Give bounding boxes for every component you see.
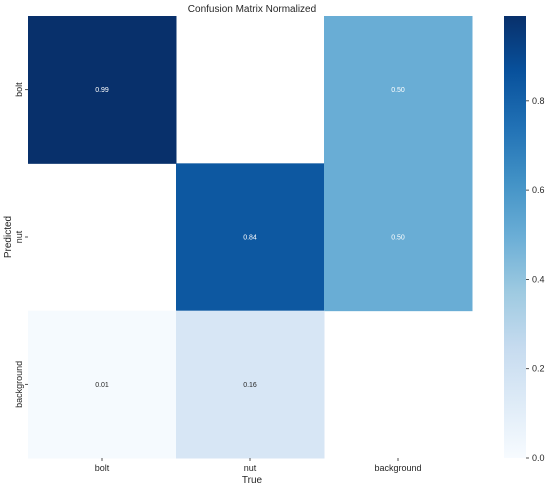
cell-value-labels: 0.99 0.50 0.84 0.50 0.01 0.16: [95, 87, 405, 389]
heatmap-cell-background-nut: [176, 310, 325, 459]
cell-value-label: 0.84: [243, 235, 257, 242]
heatmap-cell-nut-nut: [176, 163, 325, 312]
heatmap-cell-nut-background: [324, 163, 473, 312]
heatmap-cell-background-bolt: [28, 310, 177, 459]
heatmap-cell-bolt-background: [324, 16, 473, 164]
colorbar-tick-label: 0.0: [532, 453, 545, 463]
cell-value-label: 0.99: [95, 87, 109, 94]
colorbar-tick-label: 0.2: [532, 364, 545, 374]
x-axis-tick-labels: bolt nut background: [95, 458, 422, 473]
chart-title: Confusion Matrix Normalized: [188, 4, 316, 15]
colorbar-tick-label: 0.4: [532, 274, 545, 284]
colorbar-gradient: [504, 16, 526, 458]
x-tick-label: bolt: [95, 463, 110, 473]
y-tick-label: bolt: [14, 82, 24, 97]
x-axis-label: True: [242, 475, 263, 486]
heatmap-cells: [28, 16, 473, 459]
y-tick-label: nut: [14, 230, 24, 243]
cell-value-label: 0.50: [391, 87, 405, 94]
heatmap-cell-bolt-bolt: [28, 16, 177, 164]
cell-value-label: 0.16: [243, 382, 257, 389]
colorbar-tick-label: 0.8: [532, 96, 545, 106]
y-axis-label: Predicted: [3, 216, 14, 258]
colorbar-tick-label: 0.6: [532, 185, 545, 195]
colorbar: 0.0 0.2 0.4 0.6 0.8: [504, 16, 545, 463]
cell-value-label: 0.50: [391, 235, 405, 242]
y-axis-tick-labels: bolt nut background: [14, 82, 28, 408]
x-tick-label: background: [374, 463, 421, 473]
y-tick-label: background: [14, 361, 24, 408]
x-tick-label: nut: [244, 463, 257, 473]
cell-value-label: 0.01: [95, 382, 109, 389]
